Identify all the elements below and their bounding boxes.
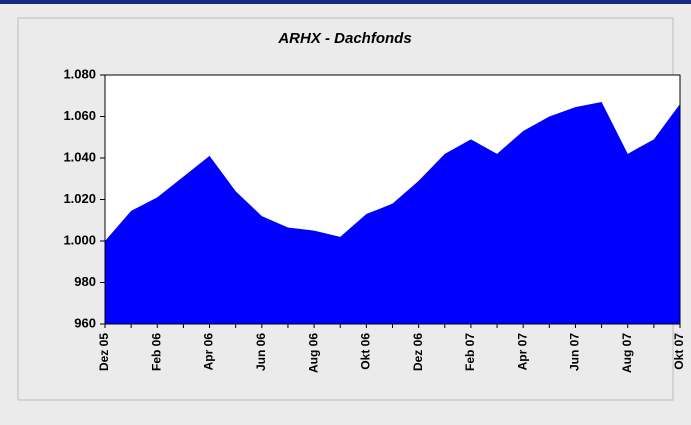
x-tick-label: Jun 07: [568, 333, 582, 371]
y-tick-label: 1.080: [63, 66, 96, 81]
area: [105, 101, 680, 324]
x-tick-label: Jun 06: [254, 333, 268, 371]
x-tick-label: Feb 07: [463, 333, 477, 371]
x-tick-label: Aug 07: [620, 333, 634, 373]
y-tick-label: 1.060: [63, 108, 96, 123]
y-tick-label: 1.000: [63, 232, 96, 247]
y-tick-label: 980: [74, 274, 96, 289]
y-tick-label: 960: [74, 315, 96, 330]
chart-title: ARHX - Dachfonds: [277, 30, 411, 47]
x-tick-label: Aug 06: [306, 333, 320, 373]
x-tick-label: Feb 06: [149, 333, 163, 371]
y-tick-label: 1.040: [63, 149, 96, 164]
x-tick-label: Apr 06: [202, 333, 216, 371]
x-tick-label: Dez 05: [97, 333, 111, 371]
x-tick-label: Apr 07: [515, 333, 529, 371]
y-tick-label: 1.020: [63, 191, 96, 206]
x-tick-label: Okt 06: [359, 333, 373, 370]
x-tick-label: Okt 07: [672, 333, 686, 370]
top-bar: [0, 0, 691, 4]
x-tick-label: Dez 06: [411, 333, 425, 371]
